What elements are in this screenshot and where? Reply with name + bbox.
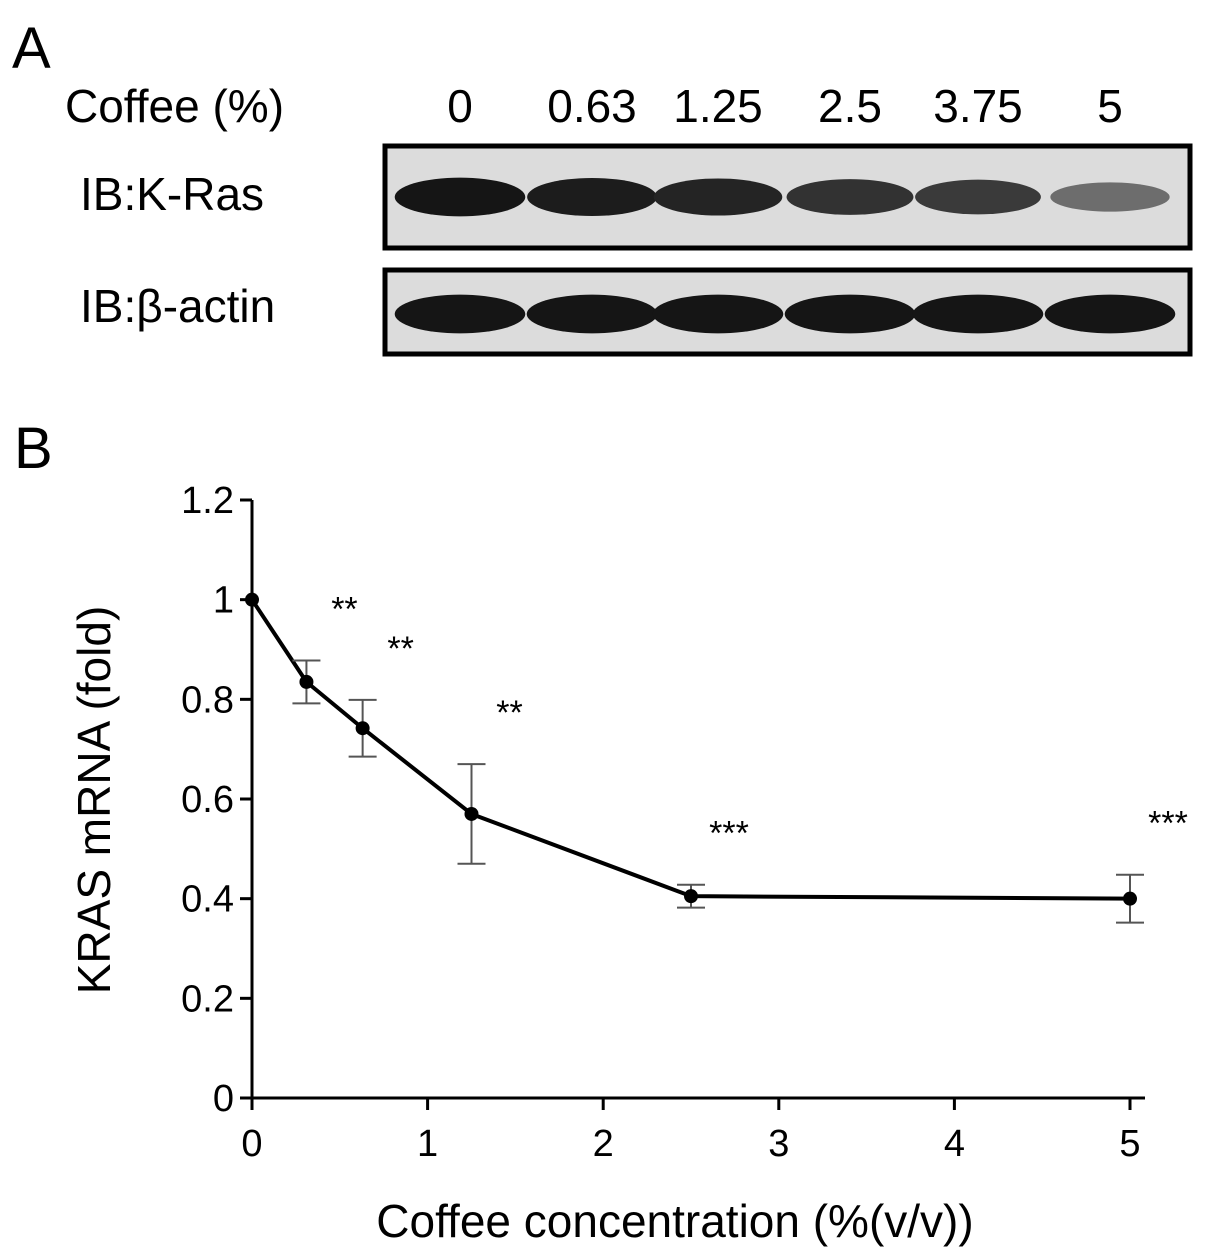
x-tick-label: 5 [1119,1123,1140,1165]
lane-label: 1.25 [673,80,763,132]
data-point [355,721,370,736]
x-tick-label: 1 [417,1123,438,1165]
coffee-header-label: Coffee (%) [65,80,284,132]
data-point [299,674,314,689]
y-tick-label: 1.2 [181,480,234,522]
data-point [684,889,698,904]
x-tick-label: 2 [593,1123,614,1165]
panel-b-label: B [14,416,53,481]
lane-label: 0.63 [547,80,637,132]
x-tick-label: 3 [768,1123,789,1165]
blot-label-actin: IB:β-actin [80,280,275,332]
data-point [464,806,479,821]
blot-band [394,177,526,217]
significance-label: ** [331,590,357,628]
blot-band [527,177,657,217]
significance-label: *** [709,815,749,853]
lane-label: 3.75 [933,80,1023,132]
data-point [245,592,259,607]
lane-label: 5 [1097,80,1123,132]
x-axis-label: Coffee concentration (%(v/v)) [376,1195,973,1247]
significance-label: ** [387,630,413,668]
blot-band [1044,294,1176,334]
y-tick-label: 0.2 [181,978,234,1020]
data-point [1123,891,1137,906]
series-line [250,598,1131,901]
panel-a-label: A [12,16,51,81]
blot-strip [382,267,1193,357]
y-tick-label: 0 [213,1078,234,1120]
y-tick-label: 0.8 [181,679,234,721]
x-tick-label: 0 [241,1123,262,1165]
y-tick-label: 1 [213,580,234,622]
blot-band [394,294,526,334]
chart-axes: 0 0.2 0.4 0.6 0.8 1 1.2 0 1 2 3 4 5 [181,480,1145,1165]
x-tick-label: 4 [944,1123,965,1165]
y-axis-label: KRAS mRNA (fold) [68,606,120,995]
blot-band [526,294,658,334]
western-blots [382,143,1193,357]
blot-band [784,294,916,334]
blot-band [653,178,783,216]
blot-band [915,179,1041,215]
lane-label: 2.5 [818,80,882,132]
significance-label: ** [496,694,522,732]
lane-label: 0 [447,80,473,132]
lane-labels: 0 0.63 1.25 2.5 3.75 5 [447,80,1123,132]
blot-band [652,294,784,334]
chart-plot: ********* *** [245,590,1188,924]
blot-band [912,294,1044,334]
y-tick-label: 0.6 [181,779,234,821]
blot-label-kras: IB:K-Ras [80,168,264,220]
blot-band [786,179,914,215]
blot-band [1050,182,1170,212]
blot-strip [382,143,1193,251]
y-tick-label: 0.4 [181,879,234,921]
significance-label: *** [1148,805,1188,843]
